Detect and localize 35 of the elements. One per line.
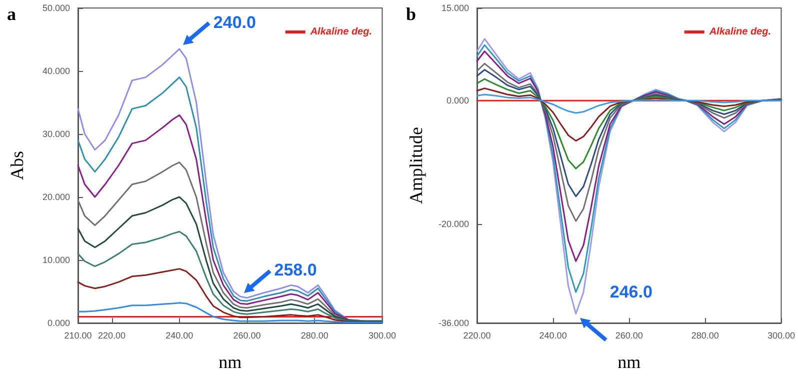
x-tick-label: 300.00 — [368, 330, 396, 340]
y-tick-label: 30.000 — [42, 129, 70, 139]
x-tick-label: 280.00 — [691, 330, 719, 340]
x-tick-label: 240.00 — [539, 330, 567, 340]
x-tick-label: 260.00 — [615, 330, 643, 340]
legend-label: Alkaline deg. — [708, 26, 772, 38]
x-tick-label: 260.00 — [233, 330, 261, 340]
y-tick-label: 15.000 — [441, 3, 469, 13]
y-tick-label: -20.000 — [438, 219, 469, 230]
y-tick-label: 20.000 — [42, 192, 70, 202]
line-series — [476, 94, 782, 114]
chart-title: a — [7, 4, 16, 24]
y-axis-title: Amplitude — [406, 126, 426, 204]
annotation: 240.0 — [213, 12, 256, 32]
y-tick-label: 40.000 — [42, 66, 70, 76]
x-axis-title: nm — [218, 352, 242, 372]
x-tick-label: 220.00 — [463, 330, 491, 340]
line-series — [476, 62, 782, 222]
x-tick-label: 300.00 — [767, 330, 795, 340]
x-tick-label: 210.00 — [64, 330, 92, 340]
annotation: 246.0 — [610, 282, 652, 302]
annotation: 258.0 — [274, 260, 317, 280]
y-tick-label: 0.000 — [47, 318, 70, 328]
y-axis-title: Abs — [7, 150, 27, 180]
x-tick-label: 220.00 — [98, 330, 126, 340]
chart-title: b — [406, 4, 416, 24]
y-tick-label: 50.000 — [42, 3, 70, 13]
y-tick-label: 10.000 — [42, 255, 70, 265]
y-tick-label: 0.000 — [446, 96, 469, 106]
x-axis-title: nm — [618, 352, 641, 372]
y-tick-label: -36.000 — [438, 318, 469, 328]
x-tick-label: 240.00 — [166, 330, 194, 340]
x-tick-label: 280.00 — [300, 330, 328, 340]
line-series — [476, 88, 782, 142]
legend-label: Alkaline deg. — [309, 26, 372, 38]
